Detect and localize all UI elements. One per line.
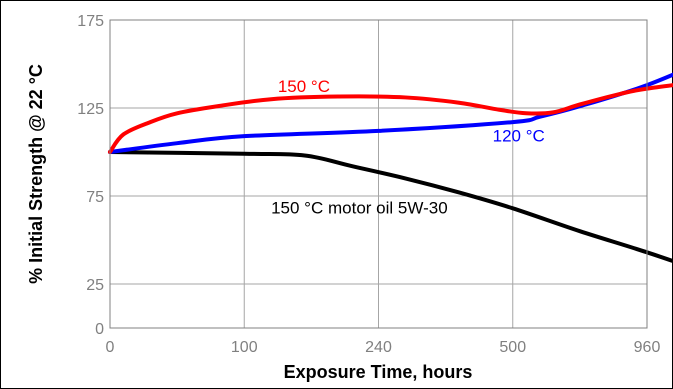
x-tick-label: 240 xyxy=(365,339,392,356)
y-tick-label: 175 xyxy=(77,13,104,30)
y-axis-title: % Initial Strength @ 22 °C xyxy=(26,64,46,284)
tick-labels: 0 100 240 500 960 0 25 75 125 175 xyxy=(77,13,660,356)
series-labels: 150 °C 120 °C 150 °C motor oil 5W-30 xyxy=(271,77,545,217)
x-tick-label: 100 xyxy=(231,339,258,356)
series-line-150-c xyxy=(108,83,673,154)
x-tick-label: 0 xyxy=(106,339,115,356)
x-tick-label: 500 xyxy=(499,339,526,356)
series-label-120-c: 120 °C xyxy=(493,126,545,145)
series-label-150-c: 150 °C xyxy=(278,77,330,96)
plot-border xyxy=(109,19,648,329)
y-tick-label: 0 xyxy=(95,321,104,338)
y-tick-label: 125 xyxy=(77,101,104,118)
x-axis-title: Exposure Time, hours xyxy=(284,362,473,382)
y-tick-label: 25 xyxy=(86,277,104,294)
y-tick-label: 75 xyxy=(86,189,104,206)
x-tick-label: 960 xyxy=(634,339,661,356)
series-line-120-c xyxy=(108,72,673,154)
series-lines xyxy=(108,72,673,264)
series-label-150-c-motor-oil-5w-30: 150 °C motor oil 5W-30 xyxy=(271,199,448,218)
series-line-150-c-motor-oil-5w-30 xyxy=(108,150,673,264)
